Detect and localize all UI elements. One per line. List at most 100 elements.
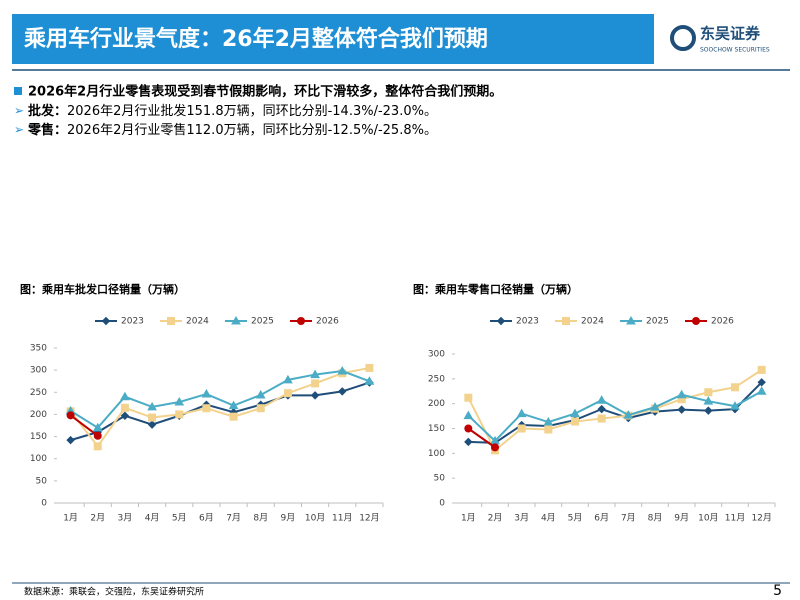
series-line (69, 366, 370, 448)
marker (491, 443, 499, 452)
x-tick-label: 7月 (621, 513, 636, 524)
marker (229, 412, 238, 421)
x-tick-label: 9月 (281, 513, 296, 524)
y-tick-label: 150 (428, 424, 445, 434)
legend-label: 2026 (316, 317, 339, 327)
marker (310, 369, 320, 379)
bullet-label: 批发： (28, 103, 67, 119)
bullet-square (14, 87, 22, 95)
marker (310, 391, 320, 400)
marker (101, 316, 111, 326)
marker (92, 422, 103, 432)
x-tick-label: 3月 (514, 513, 529, 524)
marker (147, 401, 157, 411)
marker (464, 437, 473, 447)
x-tick-label: 5月 (568, 513, 583, 524)
series-line (467, 390, 763, 443)
chart-title: 图：乘用车批发口径销量（万辆） (20, 282, 185, 296)
marker (650, 402, 660, 411)
x-tick-label: 12月 (359, 513, 379, 524)
y-tick-label: 250 (30, 388, 47, 398)
x-tick-label: 8月 (648, 513, 663, 524)
marker (677, 405, 686, 414)
marker (464, 424, 473, 433)
marker (704, 406, 713, 415)
y-tick-label: 100 (428, 449, 445, 459)
marker (676, 389, 687, 399)
y-tick-label: 100 (30, 454, 47, 464)
x-tick-label: 12月 (751, 513, 771, 524)
y-tick-label: 200 (30, 410, 47, 420)
x-tick-label: 11月 (332, 513, 352, 524)
marker (93, 431, 102, 440)
slide-title: 乘用车行业景气度：26年2月整体符合我们预期 (23, 26, 488, 52)
bullet-line: 批发：2026年2月行业批发151.8万辆，同环比分别-14.3%/-23.0%… (28, 103, 437, 119)
marker (255, 389, 266, 399)
logo: 东吴证券 SOOCHOW SECURITIES (670, 25, 770, 54)
x-tick-label: 7月 (226, 513, 241, 524)
y-tick-label: 0 (439, 499, 445, 509)
marker (757, 365, 766, 374)
x-tick-label: 8月 (253, 513, 268, 524)
y-tick-label: 50 (36, 476, 48, 486)
logo-text: 东吴证券 (700, 25, 761, 43)
legend-label: 2023 (121, 317, 144, 327)
bullet-text: 2026年2月行业零售112.0万辆，同环比分别-12.5%/-25.8%。 (67, 122, 437, 138)
bullet-text: 2026年2月行业零售表现受到春节假期影响，环比下滑较多，整体符合我们预期。 (28, 84, 502, 100)
marker (256, 404, 265, 413)
marker (731, 383, 739, 392)
marker (463, 410, 474, 420)
logo-subtext: SOOCHOW SECURITIES (700, 47, 770, 54)
marker (120, 403, 129, 412)
legend-label: 2024 (581, 317, 604, 327)
marker (120, 411, 130, 420)
marker (297, 317, 305, 325)
marker (597, 404, 606, 414)
legend-label: 2025 (646, 317, 669, 327)
bullet-line: 零售：2026年2月行业零售112.0万辆，同环比分别-12.5%/-25.8%… (27, 122, 437, 138)
x-tick-label: 9月 (674, 513, 689, 524)
marker (571, 417, 579, 426)
marker (148, 413, 157, 422)
marker (202, 404, 211, 413)
marker (175, 410, 184, 419)
y-tick-label: 300 (428, 350, 445, 360)
x-tick-label: 5月 (172, 513, 187, 524)
marker (543, 417, 554, 426)
x-tick-label: 3月 (118, 513, 133, 524)
y-tick-label: 50 (434, 474, 446, 484)
marker (703, 396, 714, 405)
series-line (69, 414, 99, 437)
x-tick-label: 10月 (305, 513, 325, 524)
marker (93, 442, 102, 451)
legend-label: 2023 (516, 317, 539, 327)
marker (167, 317, 175, 325)
marker (496, 316, 506, 326)
x-tick-label: 10月 (698, 513, 718, 524)
marker (730, 401, 740, 410)
series-line (467, 369, 763, 452)
marker (66, 435, 75, 445)
marker (120, 391, 130, 401)
marker (623, 410, 634, 419)
marker (66, 411, 75, 420)
x-tick-label: 1月 (461, 513, 476, 524)
marker (231, 315, 241, 325)
marker (516, 408, 527, 418)
marker (174, 397, 185, 406)
x-tick-label: 6月 (594, 513, 609, 524)
marker (337, 366, 348, 375)
bullet-text: 2026年2月行业批发151.8万辆，同环比分别-14.3%/-23.0%。 (67, 103, 437, 119)
x-tick-label: 11月 (725, 513, 745, 524)
marker (704, 388, 713, 397)
x-tick-label: 1月 (63, 513, 78, 524)
y-tick-label: 250 (428, 374, 445, 384)
x-tick-label: 2月 (90, 513, 105, 524)
marker (201, 389, 212, 398)
series-line (468, 381, 763, 444)
x-tick-label: 4月 (541, 513, 556, 524)
y-tick-label: 0 (41, 499, 47, 509)
legend-label: 2026 (711, 317, 734, 327)
marker (517, 424, 526, 433)
y-tick-label: 150 (30, 432, 47, 442)
